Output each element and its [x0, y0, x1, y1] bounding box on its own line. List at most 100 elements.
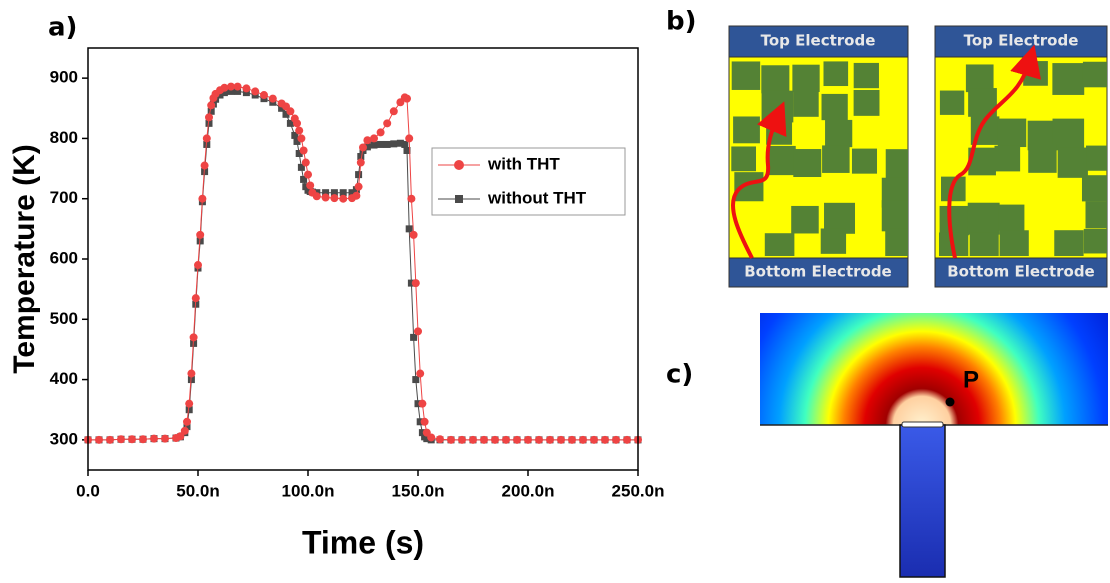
data-point [354, 182, 363, 191]
data-point [322, 189, 330, 197]
data-point [128, 435, 136, 444]
data-point [502, 435, 510, 444]
grain [1081, 175, 1107, 202]
data-point [106, 435, 114, 444]
grain [793, 149, 822, 177]
data-point [185, 399, 194, 408]
data-point [198, 194, 207, 203]
grain [1082, 61, 1107, 88]
data-point [216, 91, 224, 99]
grain [969, 232, 999, 256]
heat-map [760, 313, 1108, 425]
data-point [410, 333, 418, 341]
y-tick-label: 700 [50, 188, 78, 207]
data-point [363, 136, 372, 145]
data-point [330, 189, 338, 197]
data-point [150, 434, 158, 443]
data-point [409, 230, 418, 239]
grain [1052, 118, 1085, 151]
grain [1083, 228, 1107, 254]
legend: with THT without THT [431, 147, 626, 216]
grain [733, 116, 760, 144]
data-point [161, 434, 169, 443]
data-point [242, 84, 251, 93]
data-point [357, 153, 365, 161]
grain [998, 204, 1025, 231]
grains [731, 61, 908, 256]
data-point [339, 194, 348, 203]
grain [766, 145, 796, 176]
data-point [187, 369, 196, 378]
legend-box [431, 147, 626, 216]
grain [997, 118, 1027, 148]
data-point [180, 426, 189, 435]
data-point [590, 435, 598, 444]
data-point [306, 181, 315, 190]
data-point [535, 435, 543, 444]
data-point [282, 110, 290, 118]
data-point [491, 435, 499, 444]
data-point [390, 140, 398, 148]
data-point [480, 435, 488, 444]
legend-marker [455, 195, 463, 203]
heater-pillar [899, 424, 946, 578]
data-point [601, 435, 609, 444]
bottom-electrode-label: Bottom Electrode [947, 263, 1094, 281]
grain [885, 228, 908, 256]
data-point [293, 137, 301, 145]
y-tick-label: 300 [50, 429, 78, 448]
y-tick-label: 600 [50, 248, 78, 267]
grain [822, 145, 850, 173]
data-point [205, 113, 213, 122]
data-point [205, 119, 213, 127]
data-point [227, 87, 235, 95]
series [84, 82, 642, 444]
data-point [268, 94, 277, 103]
x-tick-label: 250.0n [612, 481, 665, 500]
data-point [194, 261, 202, 270]
stack: Top Electrode Bottom Electrode [728, 25, 909, 288]
top-electrode-label: Top Electrode [761, 32, 876, 50]
data-point [304, 170, 312, 179]
panel-label: c) [666, 360, 693, 390]
probe-point [945, 397, 955, 407]
data-point [418, 399, 427, 408]
data-point [513, 435, 521, 444]
data-point [568, 435, 576, 444]
data-point [396, 139, 404, 147]
data-point [234, 87, 242, 95]
x-tick-label: 50.0n [176, 481, 219, 500]
grain [1052, 63, 1085, 95]
grain [823, 61, 849, 87]
panel-label: a) [48, 13, 77, 43]
data-point [370, 134, 378, 143]
data-point [427, 433, 436, 442]
data-point [383, 140, 391, 148]
data-point [196, 230, 205, 239]
point-label: P [963, 366, 979, 393]
y-tick-label: 900 [50, 68, 78, 87]
data-point [220, 83, 229, 92]
data-point [312, 192, 321, 201]
data-point [352, 191, 361, 200]
grain [821, 93, 848, 121]
grain [761, 65, 790, 94]
data-point [356, 158, 365, 167]
data-point [207, 101, 216, 110]
data-point [207, 107, 215, 115]
data-point [200, 161, 209, 170]
data-point [291, 131, 299, 139]
data-point [623, 435, 631, 444]
electrode [934, 257, 1108, 288]
grain [853, 62, 879, 89]
data-point [297, 163, 305, 171]
plot: 300 400 500 600 700 800 900 0.0 50.0n 100.0n 150.0… [50, 47, 665, 500]
data-point [359, 143, 367, 152]
data-point [295, 150, 303, 157]
grain [965, 64, 994, 93]
data-point [420, 417, 429, 426]
data-point [278, 104, 286, 112]
data-point [405, 225, 413, 233]
data-point [348, 189, 356, 197]
